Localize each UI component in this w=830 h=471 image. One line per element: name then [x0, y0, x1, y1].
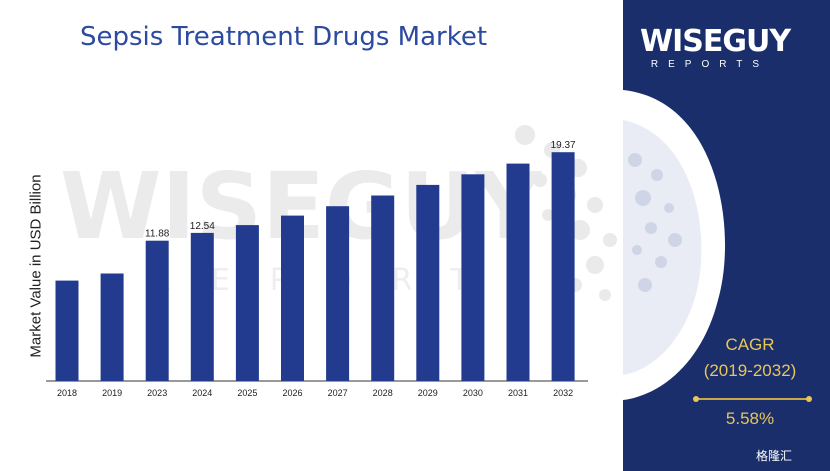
brand-logo: WISEGUY REPORTS — [640, 24, 791, 70]
chart-title: Sepsis Treatment Drugs Market — [80, 22, 488, 52]
x-tick-label-2025: 2025 — [237, 388, 257, 398]
cagr-label: CAGR — [725, 335, 775, 354]
bars-group — [55, 152, 575, 381]
data-label-2023: 11.88 — [145, 229, 170, 240]
logo-subtext: REPORTS — [650, 59, 770, 70]
bar-2024 — [190, 232, 214, 381]
x-tick-label-2030: 2030 — [463, 388, 483, 398]
data-labels: 11.88 12.54 19.37 — [145, 140, 576, 240]
cagr-block: CAGR (2019-2032) 5.58% — [680, 332, 820, 432]
x-tick-label-2031: 2031 — [508, 388, 528, 398]
bar-2023 — [145, 240, 169, 381]
bar-2026 — [281, 215, 304, 381]
data-label-2024: 12.54 — [190, 221, 215, 232]
x-tick-label-2018: 2018 — [57, 388, 77, 398]
cagr-divider-dot-right — [806, 396, 812, 402]
brand-panel — [623, 0, 830, 471]
bar-2031 — [506, 163, 530, 381]
x-tick-label-2032: 2032 — [553, 388, 573, 398]
bar-2019 — [100, 273, 124, 381]
data-label-2032: 19.37 — [551, 140, 576, 151]
logo-text: WISEGUY — [640, 24, 791, 59]
panel-dots — [628, 153, 682, 292]
x-tick-label-2026: 2026 — [282, 388, 302, 398]
cagr-divider-dot-left — [693, 396, 699, 402]
bar-2030 — [461, 174, 485, 381]
cagr-value: 5.58% — [725, 409, 775, 428]
bar-2025 — [235, 225, 259, 381]
x-tick-label-2029: 2029 — [418, 388, 438, 398]
x-tick-labels: 2018 2019 2023 2024 2025 2026 2027 2028 2029 2030… — [57, 388, 573, 398]
x-tick-label-2028: 2028 — [373, 388, 393, 398]
source-badge: 格隆汇 — [756, 449, 793, 463]
bar-2018 — [55, 280, 79, 381]
x-tick-label-2024: 2024 — [192, 388, 212, 398]
y-axis-label: Market Value in USD Billion — [27, 174, 45, 358]
bar-2029 — [416, 184, 440, 381]
head-silhouette-icon — [623, 120, 702, 375]
cagr-divider — [696, 398, 808, 400]
cagr-period: (2019-2032) — [703, 361, 797, 380]
bar-2028 — [371, 195, 395, 381]
bar-2027 — [326, 206, 350, 381]
x-tick-label-2027: 2027 — [328, 388, 348, 398]
x-tick-label-2023: 2023 — [147, 388, 167, 398]
bar-2032 — [551, 152, 575, 381]
x-tick-label-2019: 2019 — [102, 388, 122, 398]
